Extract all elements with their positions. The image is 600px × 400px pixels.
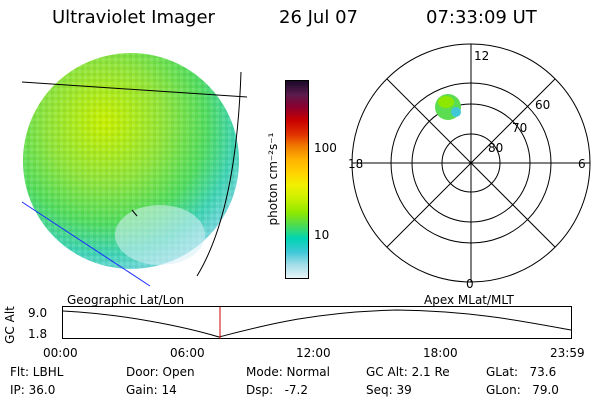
mlt-label-12: 12 [474, 49, 489, 63]
altitude-plot-frame [62, 306, 572, 339]
info-dsp: Dsp: -7.2 [246, 383, 309, 397]
alt-x-tick-0600: 06:00 [170, 346, 205, 360]
info-glat: GLat: 73.6 [486, 365, 557, 379]
dayglow-patch [115, 205, 205, 265]
latlon-curve [196, 71, 242, 277]
lat-label-60: 60 [535, 98, 550, 112]
lat-label-80: 80 [488, 141, 503, 155]
colorbar-unit-label: photon cm⁻²s⁻¹ [266, 132, 280, 226]
auroral-spot-edge [451, 107, 461, 117]
latlon-tick [131, 209, 138, 217]
colorbar-tick-100: 100 [314, 141, 337, 155]
polar-diagonal-2 [386, 78, 556, 248]
colorbar-tick-10: 10 [314, 228, 330, 242]
alt-x-tick-1800: 18:00 [423, 346, 458, 360]
color-bar [285, 80, 309, 279]
mlt-label-0: 0 [466, 277, 474, 291]
info-ip: IP: 36.0 [10, 383, 56, 397]
date-label: 26 Jul 07 [279, 7, 358, 28]
alt-x-tick-2359: 23:59 [550, 346, 585, 360]
auroral-spot-core [438, 96, 454, 108]
alt-y-bottom: 1.8 [28, 327, 48, 341]
app-title: Ultraviolet Imager [52, 7, 215, 28]
geographic-label: Geographic Lat/Lon [67, 293, 185, 307]
info-flt: Flt: LBHL [10, 365, 64, 379]
mlt-label-6: 6 [578, 157, 586, 171]
color-bar-gradient [286, 81, 308, 278]
terminator-line [21, 201, 151, 287]
apex-label: Apex MLat/MLT [424, 293, 514, 307]
info-glon: GLon: 79.0 [486, 383, 559, 397]
info-mode: Mode: Normal [246, 365, 330, 379]
alt-y-top: 9.0 [28, 306, 48, 320]
alt-axis-label: GC Alt [3, 306, 17, 344]
lat-label-70: 70 [512, 121, 527, 135]
info-gain: Gain: 14 [126, 383, 177, 397]
info-seq: Seq: 39 [366, 383, 412, 397]
altitude-curve [62, 309, 572, 338]
time-label: 07:33:09 UT [426, 7, 537, 28]
info-gcalt: GC Alt: 2.1 Re [366, 365, 450, 379]
earth-image-panel [21, 53, 248, 287]
altitude-plot [62, 306, 572, 339]
info-door: Door: Open [126, 365, 195, 379]
alt-x-tick-0000: 00:00 [43, 346, 78, 360]
alt-x-tick-1200: 12:00 [296, 346, 331, 360]
latlon-line [21, 81, 248, 98]
mlt-label-18: 18 [348, 157, 363, 171]
polar-plot: 12 0 18 6 80 70 60 [348, 43, 591, 291]
